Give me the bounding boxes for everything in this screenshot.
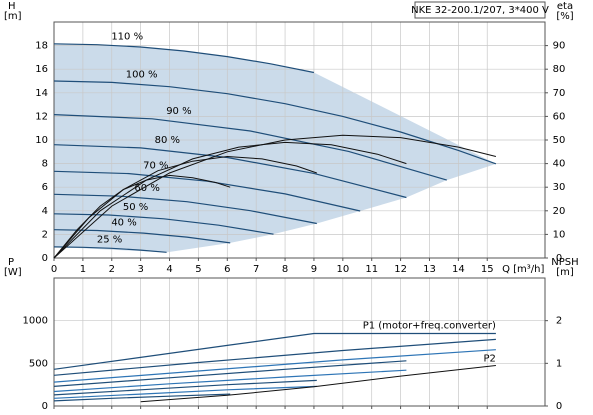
y2-axis-unit: [%] <box>556 11 573 22</box>
y2-axis-label: NPSH <box>551 257 578 268</box>
series-label: 100 % <box>126 69 158 80</box>
secondary-curve <box>53 174 231 259</box>
series-label: 40 % <box>111 218 136 229</box>
y-tick-label: 14 <box>35 88 48 99</box>
y-axis-label: P <box>8 257 14 268</box>
x-tick-label: 11 <box>365 264 378 275</box>
plot-frame <box>53 277 546 407</box>
secondary-curve <box>140 365 496 403</box>
x-axis-label: Q [m³/h] <box>502 264 544 275</box>
y2-tick-label: 20 <box>553 206 566 217</box>
y-tick-label: 2 <box>42 229 48 240</box>
y-tick-label: 6 <box>42 182 48 193</box>
x-tick-label: 4 <box>166 264 172 275</box>
x-tick-label: 15 <box>481 264 494 275</box>
y2-axis-unit: [m] <box>556 267 574 278</box>
secondary-curve <box>53 134 497 259</box>
y-tick-label: 18 <box>35 41 48 52</box>
curve <box>53 338 496 376</box>
y2-axis-label: eta <box>557 1 573 12</box>
y2-tick-label: 10 <box>553 229 566 240</box>
curve <box>53 213 274 235</box>
series-label: P1 (motor+freq.converter) <box>363 320 496 331</box>
curve <box>53 43 315 74</box>
y-tick-label: 0 <box>42 253 48 264</box>
y-tick-label: 0 <box>42 401 48 412</box>
x-tick-label: 6 <box>224 264 230 275</box>
y-tick-label: 1000 <box>23 316 48 327</box>
plot-frame <box>53 21 546 259</box>
y2-tick-label: 2 <box>556 316 562 327</box>
curve <box>53 144 407 199</box>
x-tick-label: 13 <box>423 264 436 275</box>
x-tick-label: 7 <box>253 264 259 275</box>
y-axis-unit: [W] <box>4 267 22 278</box>
y2-tick-label: 1 <box>556 358 562 369</box>
series-label: 25 % <box>97 234 122 245</box>
curve <box>53 229 231 244</box>
y2-tick-label: 60 <box>553 111 566 122</box>
curve <box>53 332 496 370</box>
series-label: 110 % <box>111 32 143 43</box>
y-axis-label: H <box>8 1 16 12</box>
curve <box>53 369 407 393</box>
curve <box>53 114 447 181</box>
series-label: 80 % <box>155 135 180 146</box>
x-tick-label: 14 <box>452 264 465 275</box>
title-box <box>414 1 546 19</box>
x-tick-label: 3 <box>137 264 143 275</box>
y-tick-label: 12 <box>35 111 48 122</box>
x-tick-label: 0 <box>51 264 57 275</box>
y-tick-label: 10 <box>35 135 48 146</box>
y2-tick-label: 50 <box>553 135 566 146</box>
chart-title: NKE 32-200.1/207, 3*400 V <box>411 5 549 16</box>
curve <box>53 349 496 383</box>
curve <box>53 393 231 402</box>
series-label: P2 <box>483 354 495 365</box>
series-label: 90 % <box>166 106 191 117</box>
y2-tick-label: 0 <box>556 253 562 264</box>
y2-tick-label: 80 <box>553 64 566 75</box>
y2-tick-label: 30 <box>553 182 566 193</box>
y-tick-label: 4 <box>42 206 48 217</box>
y-tick-label: 500 <box>29 358 48 369</box>
x-tick-label: 8 <box>282 264 288 275</box>
curve <box>53 360 407 387</box>
series-label: 70 % <box>143 161 168 172</box>
curve <box>53 246 167 253</box>
curve <box>53 193 317 225</box>
series-label: 60 % <box>134 183 159 194</box>
x-tick-label: 9 <box>311 264 317 275</box>
y2-tick-label: 0 <box>556 401 562 412</box>
secondary-curve <box>53 155 317 259</box>
y-tick-label: 8 <box>42 159 48 170</box>
curve <box>53 379 317 396</box>
x-tick-label: 1 <box>80 264 86 275</box>
x-tick-label: 12 <box>394 264 407 275</box>
x-tick-label: 10 <box>336 264 349 275</box>
y-axis-unit: [m] <box>4 11 22 22</box>
y2-tick-label: 90 <box>553 41 566 52</box>
y-tick-label: 16 <box>35 64 48 75</box>
x-tick-label: 5 <box>195 264 201 275</box>
series-label: 50 % <box>123 202 148 213</box>
y2-tick-label: 40 <box>553 159 566 170</box>
y2-tick-label: 70 <box>553 88 566 99</box>
secondary-curve <box>53 141 407 259</box>
x-tick-label: 2 <box>109 264 115 275</box>
curve <box>53 385 317 399</box>
